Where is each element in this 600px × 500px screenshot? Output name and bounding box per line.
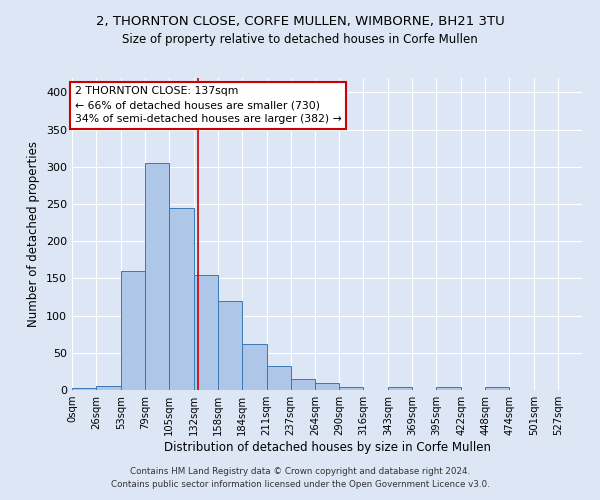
Text: Contains HM Land Registry data © Crown copyright and database right 2024.: Contains HM Land Registry data © Crown c… — [130, 467, 470, 476]
Bar — [388, 387, 412, 390]
Bar — [316, 384, 340, 390]
Y-axis label: Number of detached properties: Number of detached properties — [28, 141, 40, 327]
Bar — [218, 300, 242, 390]
Bar — [194, 274, 218, 390]
Bar — [145, 163, 169, 390]
Bar — [72, 388, 96, 390]
Text: 2 THORNTON CLOSE: 137sqm
← 66% of detached houses are smaller (730)
34% of semi-: 2 THORNTON CLOSE: 137sqm ← 66% of detach… — [75, 86, 341, 124]
Bar — [485, 387, 509, 390]
Bar — [121, 271, 145, 390]
Bar — [436, 387, 461, 390]
Bar — [242, 344, 266, 390]
Bar — [290, 379, 316, 390]
Bar — [266, 366, 290, 390]
Text: Contains public sector information licensed under the Open Government Licence v3: Contains public sector information licen… — [110, 480, 490, 489]
Bar — [340, 387, 364, 390]
Text: Size of property relative to detached houses in Corfe Mullen: Size of property relative to detached ho… — [122, 32, 478, 46]
Bar — [96, 386, 121, 390]
Text: 2, THORNTON CLOSE, CORFE MULLEN, WIMBORNE, BH21 3TU: 2, THORNTON CLOSE, CORFE MULLEN, WIMBORN… — [95, 15, 505, 28]
X-axis label: Distribution of detached houses by size in Corfe Mullen: Distribution of detached houses by size … — [163, 441, 491, 454]
Bar — [169, 208, 194, 390]
